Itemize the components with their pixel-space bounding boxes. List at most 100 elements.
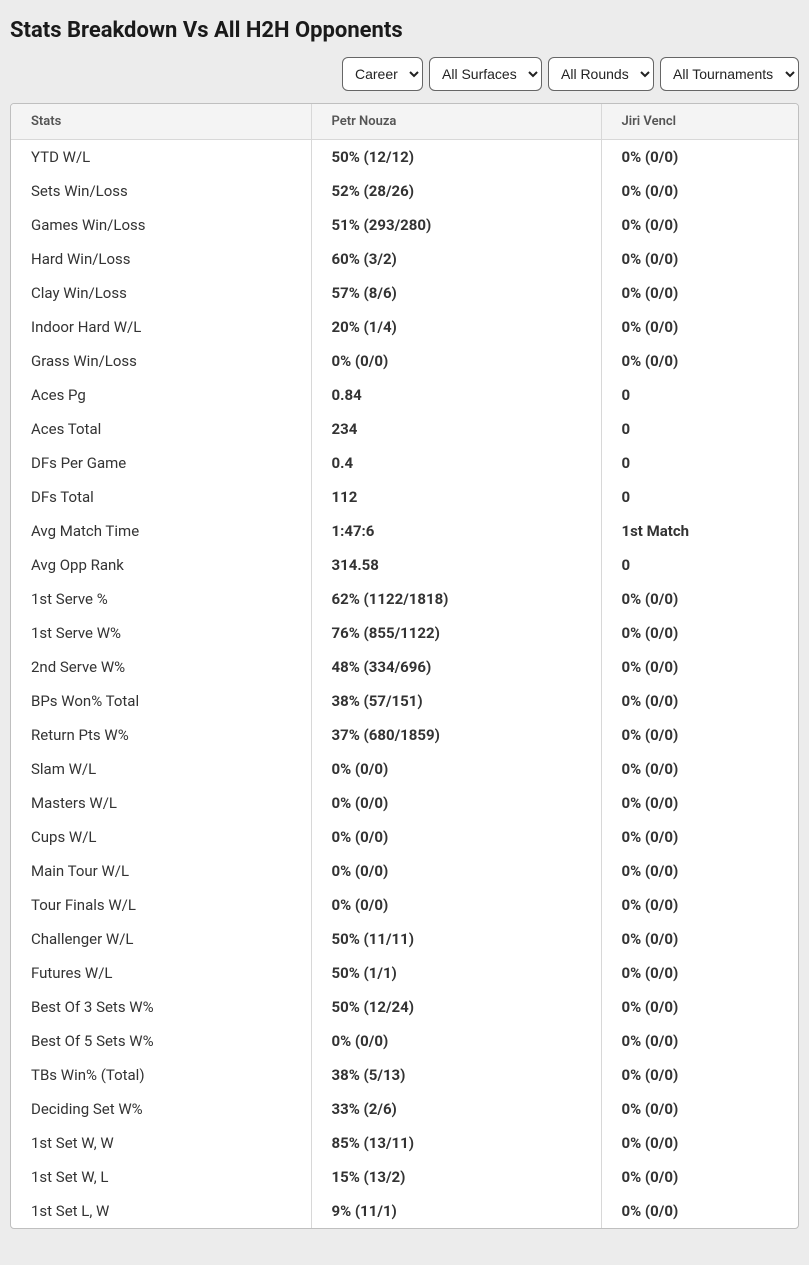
col-header-stats: Stats [11,104,311,140]
table-row: Avg Match Time1:47:61st Match [11,514,798,548]
table-row: Cups W/L0% (0/0)0% (0/0) [11,820,798,854]
filter-surface[interactable]: All Surfaces [429,57,542,91]
stat-value-player1: 33% (2/6) [311,1092,601,1126]
table-row: Slam W/L0% (0/0)0% (0/0) [11,752,798,786]
stat-label: 1st Set W, L [11,1160,311,1194]
table-row: Hard Win/Loss60% (3/2)0% (0/0) [11,242,798,276]
table-row: 1st Serve W%76% (855/1122)0% (0/0) [11,616,798,650]
stat-value-player2: 0% (0/0) [601,820,798,854]
stat-label: Cups W/L [11,820,311,854]
table-row: Challenger W/L50% (11/11)0% (0/0) [11,922,798,956]
stat-value-player2: 0% (0/0) [601,1058,798,1092]
stat-label: Slam W/L [11,752,311,786]
stat-value-player2: 0% (0/0) [601,344,798,378]
table-row: Aces Pg0.840 [11,378,798,412]
stat-label: Aces Total [11,412,311,446]
filter-tournament[interactable]: All Tournaments [660,57,799,91]
stat-value-player2: 0 [601,548,798,582]
table-row: Avg Opp Rank314.580 [11,548,798,582]
stat-value-player2: 0% (0/0) [601,310,798,344]
table-row: DFs Total1120 [11,480,798,514]
table-row: BPs Won% Total38% (57/151)0% (0/0) [11,684,798,718]
stat-value-player1: 0% (0/0) [311,888,601,922]
stat-value-player1: 0% (0/0) [311,786,601,820]
stat-value-player2: 0% (0/0) [601,990,798,1024]
table-row: Indoor Hard W/L20% (1/4)0% (0/0) [11,310,798,344]
stat-label: DFs Total [11,480,311,514]
stat-label: Deciding Set W% [11,1092,311,1126]
table-header-row: Stats Petr Nouza Jiri Vencl [11,104,798,140]
filter-round[interactable]: All Rounds [548,57,654,91]
stat-value-player2: 0% (0/0) [601,1194,798,1228]
col-header-player1: Petr Nouza [311,104,601,140]
table-row: 2nd Serve W%48% (334/696)0% (0/0) [11,650,798,684]
stat-value-player1: 0% (0/0) [311,854,601,888]
stat-label: Games Win/Loss [11,208,311,242]
table-row: Games Win/Loss51% (293/280)0% (0/0) [11,208,798,242]
stat-value-player2: 0% (0/0) [601,922,798,956]
stat-value-player2: 0% (0/0) [601,888,798,922]
table-row: Best Of 5 Sets W%0% (0/0)0% (0/0) [11,1024,798,1058]
table-row: Aces Total2340 [11,412,798,446]
stat-value-player1: 314.58 [311,548,601,582]
stat-value-player1: 38% (5/13) [311,1058,601,1092]
stat-label: YTD W/L [11,140,311,175]
stat-value-player2: 0% (0/0) [601,140,798,175]
filter-period[interactable]: Career [342,57,423,91]
stat-value-player1: 1:47:6 [311,514,601,548]
stat-label: Indoor Hard W/L [11,310,311,344]
stat-value-player2: 0% (0/0) [601,956,798,990]
table-row: YTD W/L50% (12/12)0% (0/0) [11,140,798,175]
stat-value-player2: 0% (0/0) [601,242,798,276]
stat-value-player1: 0% (0/0) [311,1024,601,1058]
stat-value-player2: 0% (0/0) [601,208,798,242]
stat-value-player2: 0% (0/0) [601,276,798,310]
stat-value-player1: 50% (12/24) [311,990,601,1024]
table-row: Deciding Set W%33% (2/6)0% (0/0) [11,1092,798,1126]
stat-label: Main Tour W/L [11,854,311,888]
stat-value-player1: 52% (28/26) [311,174,601,208]
table-row: Tour Finals W/L0% (0/0)0% (0/0) [11,888,798,922]
table-row: Best Of 3 Sets W%50% (12/24)0% (0/0) [11,990,798,1024]
stat-label: Avg Opp Rank [11,548,311,582]
stat-value-player1: 50% (1/1) [311,956,601,990]
stat-label: 1st Serve % [11,582,311,616]
stat-value-player2: 0% (0/0) [601,1160,798,1194]
table-row: Futures W/L50% (1/1)0% (0/0) [11,956,798,990]
filters-bar: Career All Surfaces All Rounds All Tourn… [10,57,799,91]
stat-value-player1: 51% (293/280) [311,208,601,242]
stats-table: Stats Petr Nouza Jiri Vencl YTD W/L50% (… [11,104,798,1228]
stat-label: Aces Pg [11,378,311,412]
col-header-player2: Jiri Vencl [601,104,798,140]
table-row: Main Tour W/L0% (0/0)0% (0/0) [11,854,798,888]
stat-value-player1: 38% (57/151) [311,684,601,718]
stat-label: 1st Serve W% [11,616,311,650]
stat-label: Futures W/L [11,956,311,990]
stat-value-player2: 0 [601,378,798,412]
stat-value-player2: 0% (0/0) [601,752,798,786]
stat-label: Sets Win/Loss [11,174,311,208]
stat-value-player2: 0% (0/0) [601,854,798,888]
stat-value-player1: 0% (0/0) [311,820,601,854]
stat-value-player2: 0% (0/0) [601,616,798,650]
stat-value-player1: 85% (13/11) [311,1126,601,1160]
table-row: Sets Win/Loss52% (28/26)0% (0/0) [11,174,798,208]
stat-value-player1: 112 [311,480,601,514]
stat-value-player1: 0% (0/0) [311,344,601,378]
stat-value-player2: 0% (0/0) [601,1024,798,1058]
stat-value-player1: 20% (1/4) [311,310,601,344]
stat-value-player2: 0% (0/0) [601,174,798,208]
stat-label: Best Of 5 Sets W% [11,1024,311,1058]
stat-value-player2: 0 [601,412,798,446]
table-row: Masters W/L0% (0/0)0% (0/0) [11,786,798,820]
stat-value-player1: 0.4 [311,446,601,480]
stat-value-player2: 0 [601,446,798,480]
stat-value-player2: 0% (0/0) [601,786,798,820]
stat-value-player2: 0% (0/0) [601,650,798,684]
stat-value-player1: 76% (855/1122) [311,616,601,650]
stat-value-player1: 62% (1122/1818) [311,582,601,616]
stat-value-player1: 15% (13/2) [311,1160,601,1194]
table-row: 1st Set L, W9% (11/1)0% (0/0) [11,1194,798,1228]
stat-label: 1st Set W, W [11,1126,311,1160]
stat-label: Grass Win/Loss [11,344,311,378]
